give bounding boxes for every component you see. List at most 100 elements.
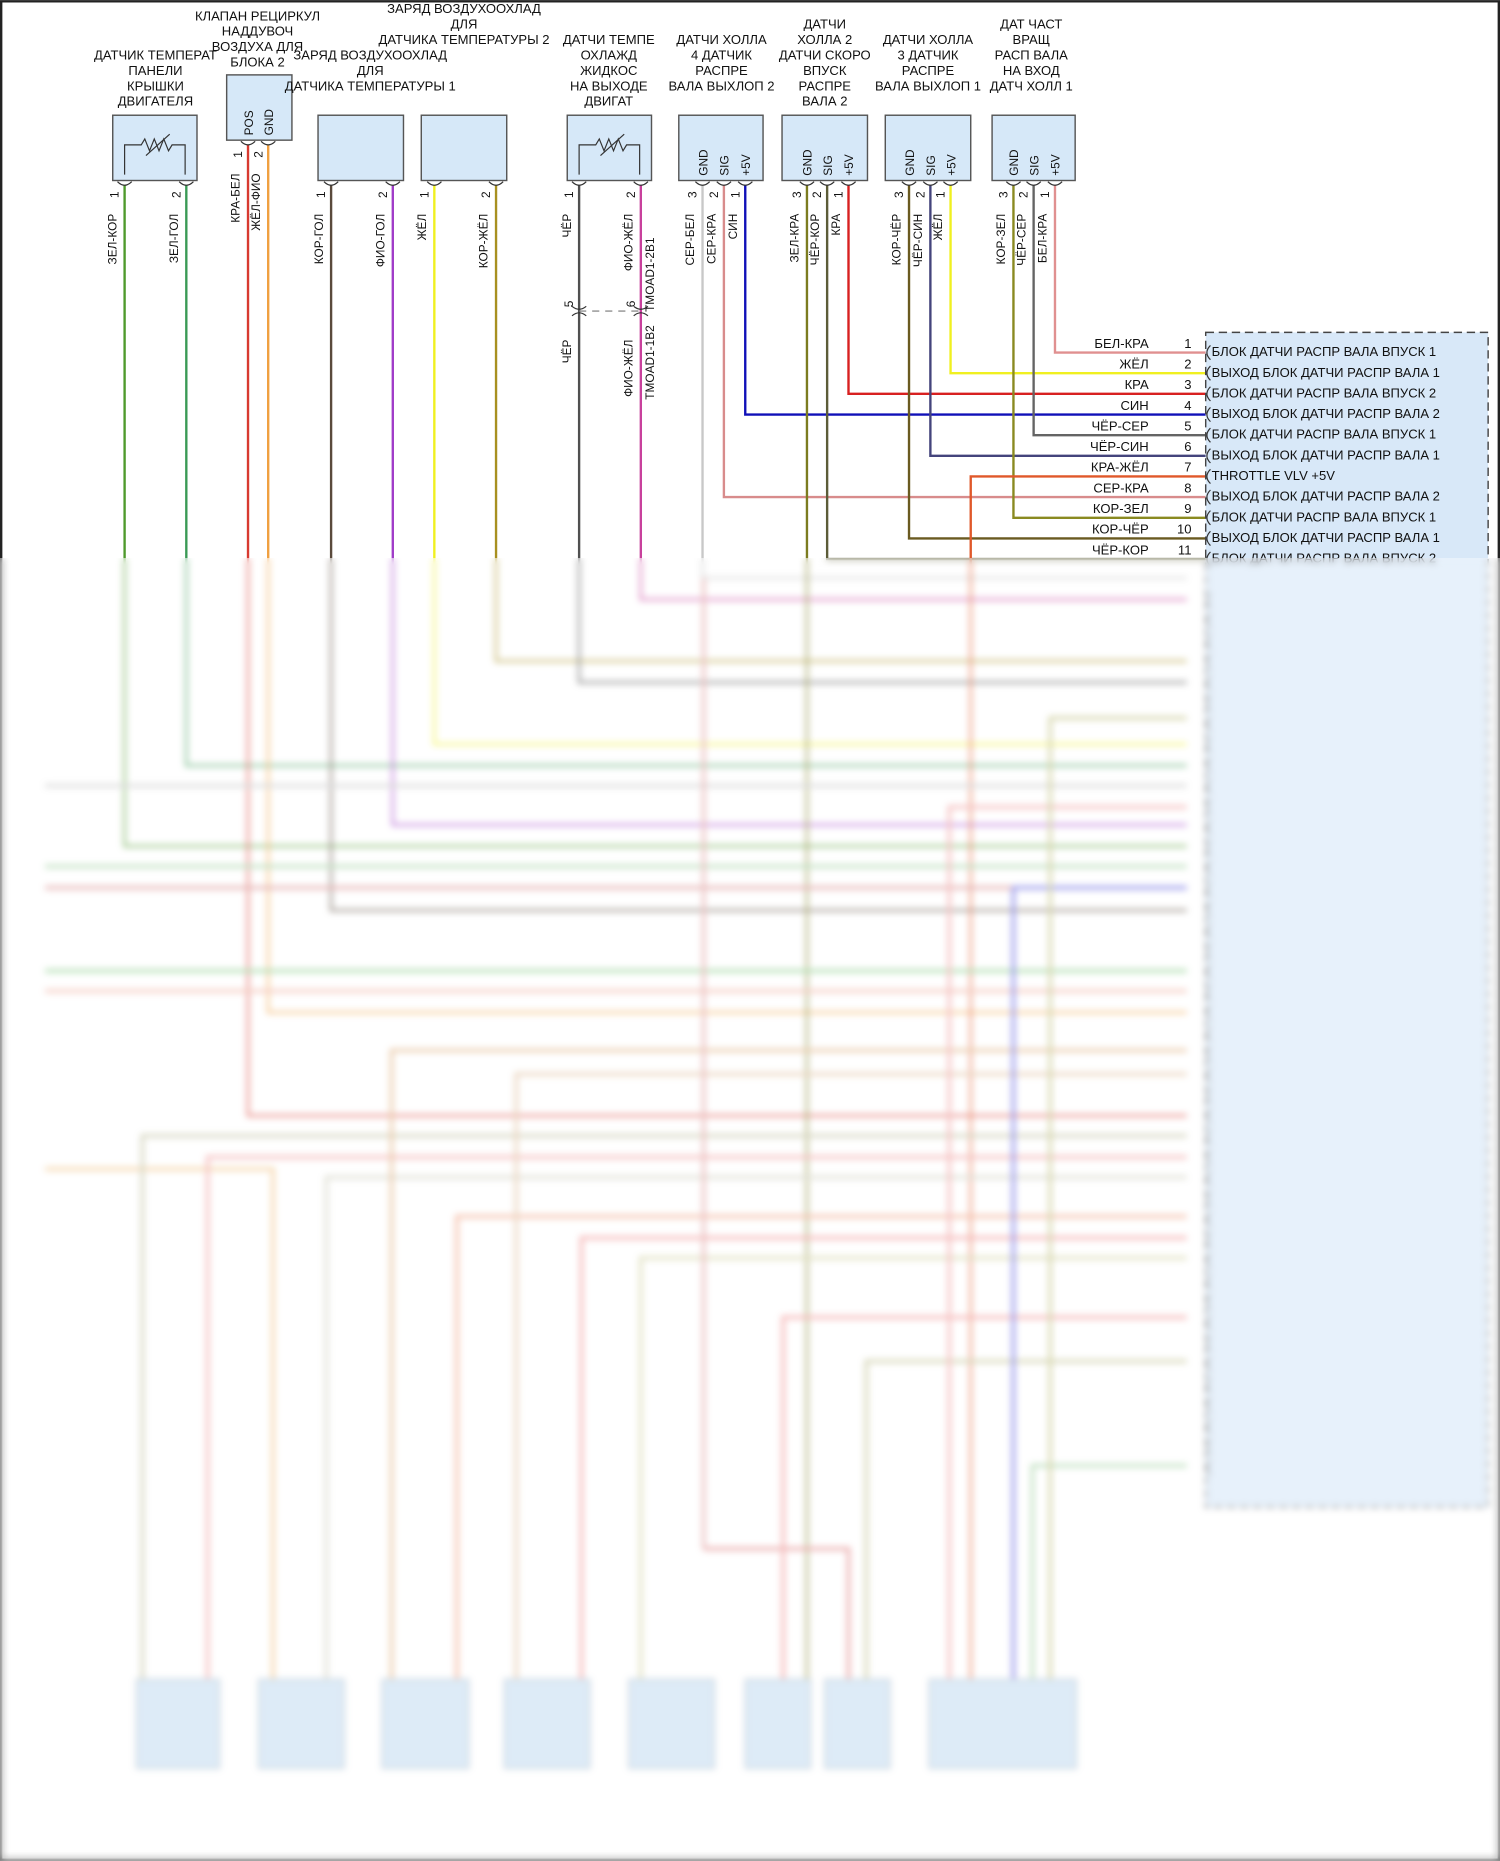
wire-label: КОР-ЖЁЛ (477, 214, 491, 269)
connector-title-line: КРЫШКИ (127, 78, 184, 93)
connector (112, 114, 198, 186)
connector-title-line: ДВИГАТ (584, 94, 633, 109)
wire-label: КРА-БЕЛ (229, 173, 243, 222)
connector-box (317, 114, 405, 182)
connector-title-line: ВОЗДУХА ДЛЯ (212, 39, 303, 54)
module-wire-label: КРА-ЖЁЛ (1091, 460, 1149, 475)
pin-number: 2 (624, 191, 638, 198)
connector-title-line: ДАТ ЧАСТ (1000, 17, 1062, 32)
pin-socket-icon (426, 181, 442, 186)
pin-socket-icon (260, 140, 276, 146)
connector-title-line: РАСПРЕ (902, 63, 955, 78)
splice-connector-icon (633, 305, 649, 317)
connector-title-line: НАДДУВОЧ (222, 24, 294, 39)
wire-label: СЕР-КРА (705, 214, 719, 264)
pin-number: 2 (913, 191, 927, 198)
splice-pin-number: 6 (624, 300, 638, 307)
pin-number: 1 (832, 191, 846, 198)
pin-number: 3 (892, 191, 906, 198)
pin-socket-icon (737, 181, 753, 186)
module-pin-function: БЛОК ДАТЧИ РАСПР ВАЛА ВПУСК 1 (1212, 344, 1436, 359)
pin-name: GND (696, 149, 710, 175)
wire-label: БЕЛ-КРА (1036, 214, 1050, 263)
connector (317, 114, 405, 186)
thermistor-icon (578, 137, 641, 175)
connector-title-line: БЛОКА 2 (230, 55, 284, 70)
connector-title-line: ДАТЧИ (803, 17, 846, 32)
module-pin-function: ВЫХОД БЛОК ДАТЧИ РАСПР ВАЛА 1 (1212, 447, 1440, 462)
module-pin-number: 8 (1184, 480, 1191, 495)
wire-label: КОР-ЧЁР (890, 214, 904, 266)
pin-socket-icon (1047, 181, 1063, 186)
module-socket-icon (1206, 406, 1211, 423)
module-wire-label: КОР-ЗЕЛ (1093, 501, 1149, 516)
pin-number: 1 (231, 151, 245, 158)
wire-label: ЧЁР-КОР (808, 214, 822, 266)
connector-title-line: ДАТЧ ХОЛЛ 1 (990, 78, 1073, 93)
module-pin-function: ВЫХОД БЛОК ДАТЧИ РАСПР ВАЛА 2 (1212, 406, 1440, 421)
pin-number: 1 (108, 191, 122, 198)
splice-label: TMOAD1-1B2 (643, 325, 657, 399)
wire (907, 185, 1206, 540)
pin-socket-icon (571, 181, 587, 186)
connector-title-line: ДАТЧИ ХОЛЛА (676, 32, 767, 47)
pin-socket-icon (117, 181, 133, 186)
connector (781, 114, 869, 186)
pin-name: +5V (739, 154, 753, 176)
wire-label: ЧЁР (560, 214, 574, 238)
connector-title-line: ВПУСК (803, 63, 847, 78)
thermistor-icon (124, 137, 186, 175)
pin-name: GND (801, 149, 815, 175)
pin-socket-icon (943, 181, 959, 186)
connector-title-line: ДАТЧИКА ТЕМПЕРАТУРЫ 1 (285, 78, 456, 93)
connector-box (884, 114, 972, 182)
connector-box (678, 114, 764, 182)
module-wire-label: КОР-ЧЁР (1092, 522, 1149, 537)
module-pin-number: 3 (1184, 377, 1191, 392)
pin-socket-icon (901, 181, 917, 186)
connector (884, 114, 972, 186)
connector-title-line: ЗАРЯД ВОЗДУХООХЛАД (293, 47, 447, 62)
connector-title-line: ПАНЕЛИ (128, 63, 182, 78)
connector-title-line: РАСПРЕ (799, 78, 852, 93)
connector-title-line: ВАЛА ВЫХЛОП 2 (668, 78, 774, 93)
pin-number: 2 (376, 191, 390, 198)
connector-title-line: 3 ДАТЧИК (897, 47, 958, 62)
wire-label: СИН (726, 214, 740, 240)
pin-socket-icon (716, 181, 732, 186)
module-socket-icon (1206, 530, 1211, 546)
wire-label: ЗЕЛ-КРА (788, 214, 802, 263)
connector-box (420, 114, 508, 182)
pin-socket-icon (385, 181, 401, 186)
wire (1032, 185, 1206, 437)
pin-number: 2 (479, 191, 493, 198)
pin-name: GND (1007, 149, 1021, 175)
splice-wire-label: ЧЁР (560, 339, 574, 363)
pin-socket-icon (694, 181, 711, 186)
connector-title-line: 4 ДАТЧИК (691, 47, 752, 62)
wire-label: КОР-ГОЛ (312, 214, 326, 265)
module-pin-number: 5 (1184, 418, 1191, 433)
module-wire-label: ЖЁЛ (1119, 356, 1148, 371)
pin-number: 2 (707, 191, 721, 198)
module-pin-function: БЛОК ДАТЧИ РАСПР ВАЛА ВПУСК 1 (1212, 509, 1436, 524)
splice-label: TMOAD1-2B1 (643, 237, 657, 312)
module-pin-number: 9 (1184, 501, 1191, 516)
pin-name: SIG (718, 155, 732, 175)
pin-name: SIG (821, 155, 835, 175)
module-pin-function: БЛОК ДАТЧИ РАСПР ВАЛА ВПУСК 2 (1212, 385, 1436, 400)
connector-title-line: ЗАРЯД ВОЗДУХООХЛАД (387, 1, 541, 16)
module-socket-icon (1206, 489, 1211, 505)
module-socket-icon (1206, 510, 1211, 526)
connector-title-line: ДАТЧИ СКОРО (779, 47, 871, 62)
pin-number: 1 (562, 191, 576, 198)
wire (949, 185, 1206, 375)
connector-title-line: ВАЛА ВЫХЛОП 1 (875, 78, 981, 93)
pin-socket-icon (178, 181, 194, 186)
connector-title-line: ДЛЯ (451, 17, 478, 32)
module-wire-label: СИН (1120, 398, 1148, 413)
pin-name: SIG (1027, 155, 1041, 175)
module-socket-icon (1206, 345, 1211, 361)
module-socket-icon (1206, 468, 1211, 485)
connector-box (991, 114, 1076, 182)
